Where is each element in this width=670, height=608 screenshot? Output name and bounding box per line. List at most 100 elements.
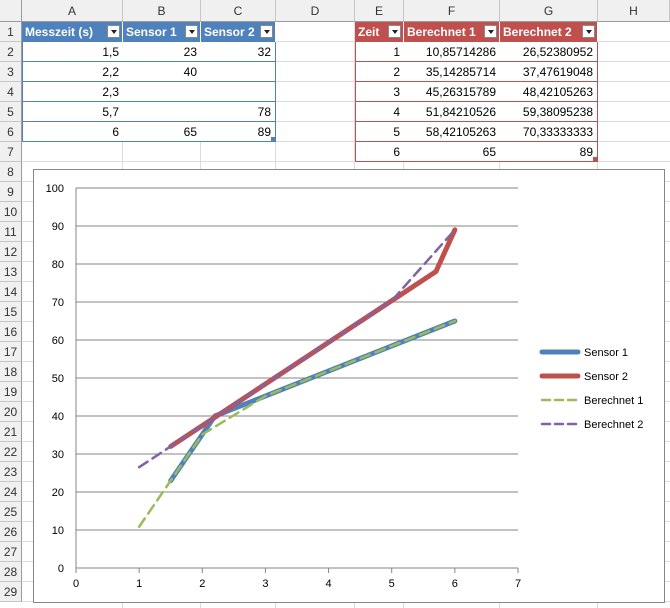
table1-cell[interactable]: 78 xyxy=(201,102,276,122)
table2-cell[interactable]: 59,38095238 xyxy=(500,102,598,122)
table1-cell[interactable]: 32 xyxy=(201,42,276,62)
row-header-4[interactable]: 4 xyxy=(0,82,22,102)
y-tick-label: 60 xyxy=(52,335,64,347)
filter-dropdown-icon[interactable] xyxy=(484,25,497,38)
column-header-b[interactable]: B xyxy=(123,0,201,22)
table2-header-label: Berechnet 2 xyxy=(503,25,572,39)
table2-cell[interactable]: 26,52380952 xyxy=(500,42,598,62)
table1-cell[interactable]: 2,2 xyxy=(22,62,123,82)
table1-cell[interactable]: 5,7 xyxy=(22,102,123,122)
filter-dropdown-icon[interactable] xyxy=(582,25,595,38)
x-tick-label: 1 xyxy=(136,578,142,590)
row-gridline xyxy=(22,161,670,162)
table2-cell[interactable]: 10,85714286 xyxy=(404,42,500,62)
row-header-1[interactable]: 1 xyxy=(0,22,22,42)
row-header-25[interactable]: 25 xyxy=(0,502,22,522)
row-header-12[interactable]: 12 xyxy=(0,242,22,262)
table2-cell[interactable]: 35,14285714 xyxy=(404,62,500,82)
row-header-10[interactable]: 10 xyxy=(0,202,22,222)
table1-cell[interactable]: 89 xyxy=(201,122,276,142)
filter-dropdown-icon[interactable] xyxy=(388,25,401,38)
table2-cell[interactable]: 5 xyxy=(355,122,404,142)
y-tick-label: 90 xyxy=(52,221,64,233)
row-header-8[interactable]: 8 xyxy=(0,162,22,182)
row-header-21[interactable]: 21 xyxy=(0,422,22,442)
table1-cell[interactable] xyxy=(123,82,201,102)
column-header-e[interactable]: E xyxy=(355,0,404,22)
x-tick-label: 7 xyxy=(515,578,521,590)
row-header-5[interactable]: 5 xyxy=(0,102,22,122)
legend-label: Berechnet 2 xyxy=(584,419,643,431)
row-header-23[interactable]: 23 xyxy=(0,462,22,482)
row-header-13[interactable]: 13 xyxy=(0,262,22,282)
column-header-f[interactable]: F xyxy=(404,0,500,22)
column-header-h[interactable]: H xyxy=(598,0,670,22)
table2-cell[interactable]: 48,42105263 xyxy=(500,82,598,102)
table1-header-2[interactable]: Sensor 2 xyxy=(201,22,276,42)
table2-cell[interactable]: 45,26315789 xyxy=(404,82,500,102)
filter-dropdown-icon[interactable] xyxy=(107,25,120,38)
line-chart[interactable]: 0 10 20 30 40 50 60 70 80 90 100 0 1 2 3 4 5 6 7 Sensor 1 Se… xyxy=(33,169,665,603)
row-header-11[interactable]: 11 xyxy=(0,222,22,242)
row-header-7[interactable]: 7 xyxy=(0,142,22,162)
row-header-22[interactable]: 22 xyxy=(0,442,22,462)
select-all-corner[interactable] xyxy=(0,0,22,22)
table2-cell[interactable]: 3 xyxy=(355,82,404,102)
table2-cell[interactable]: 65 xyxy=(404,142,500,162)
table2-cell[interactable]: 70,33333333 xyxy=(500,122,598,142)
row-header-18[interactable]: 18 xyxy=(0,362,22,382)
table2-cell[interactable]: 51,84210526 xyxy=(404,102,500,122)
row-gridline xyxy=(22,81,670,82)
table1-cell[interactable]: 65 xyxy=(123,122,201,142)
table1-header-0[interactable]: Messzeit (s) xyxy=(22,22,123,42)
row-header-16[interactable]: 16 xyxy=(0,322,22,342)
column-header-a[interactable]: A xyxy=(22,0,123,22)
column-header-g[interactable]: G xyxy=(500,0,598,22)
table1-cell[interactable]: 1,5 xyxy=(22,42,123,62)
row-header-29[interactable]: 29 xyxy=(0,582,22,602)
row-header-9[interactable]: 9 xyxy=(0,182,22,202)
table2-header-1[interactable]: Berechnet 1 xyxy=(404,22,500,42)
y-tick-label: 20 xyxy=(52,487,64,499)
filter-dropdown-icon[interactable] xyxy=(260,25,273,38)
table1-resize-handle[interactable] xyxy=(271,137,275,141)
table2-cell[interactable]: 89 xyxy=(500,142,598,162)
table2-cell[interactable]: 37,47619048 xyxy=(500,62,598,82)
x-tick-label: 3 xyxy=(262,578,268,590)
row-header-28[interactable]: 28 xyxy=(0,562,22,582)
table2-header-0[interactable]: Zeit xyxy=(355,22,404,42)
table1-cell[interactable]: 6 xyxy=(22,122,123,142)
y-tick-label: 70 xyxy=(52,297,64,309)
column-header-d[interactable]: D xyxy=(276,0,355,22)
table2-cell[interactable]: 4 xyxy=(355,102,404,122)
table2-cell[interactable]: 58,42105263 xyxy=(404,122,500,142)
row-header-24[interactable]: 24 xyxy=(0,482,22,502)
row-header-14[interactable]: 14 xyxy=(0,282,22,302)
row-header-26[interactable]: 26 xyxy=(0,522,22,542)
table1-cell[interactable]: 40 xyxy=(123,62,201,82)
chart-plot: 0 10 20 30 40 50 60 70 80 90 100 0 1 2 3 4 5 6 7 Sensor 1 Se… xyxy=(46,183,644,590)
table1-cell[interactable] xyxy=(201,62,276,82)
table1-header-1[interactable]: Sensor 1 xyxy=(123,22,201,42)
row-header-15[interactable]: 15 xyxy=(0,302,22,322)
row-header-27[interactable]: 27 xyxy=(0,542,22,562)
y-tick-label: 100 xyxy=(46,183,64,195)
row-header-6[interactable]: 6 xyxy=(0,122,22,142)
table2-resize-handle[interactable] xyxy=(593,157,597,161)
table2-header-2[interactable]: Berechnet 2 xyxy=(500,22,598,42)
table2-cell[interactable]: 2 xyxy=(355,62,404,82)
row-header-17[interactable]: 17 xyxy=(0,342,22,362)
column-header-c[interactable]: C xyxy=(201,0,276,22)
row-header-3[interactable]: 3 xyxy=(0,62,22,82)
table1-cell[interactable]: 23 xyxy=(123,42,201,62)
table2-header-label: Berechnet 1 xyxy=(407,25,476,39)
row-header-2[interactable]: 2 xyxy=(0,42,22,62)
table1-cell[interactable] xyxy=(123,102,201,122)
filter-dropdown-icon[interactable] xyxy=(185,25,198,38)
table2-cell[interactable]: 1 xyxy=(355,42,404,62)
table1-cell[interactable] xyxy=(201,82,276,102)
row-header-19[interactable]: 19 xyxy=(0,382,22,402)
table1-cell[interactable]: 2,3 xyxy=(22,82,123,102)
row-header-20[interactable]: 20 xyxy=(0,402,22,422)
table2-cell[interactable]: 6 xyxy=(355,142,404,162)
